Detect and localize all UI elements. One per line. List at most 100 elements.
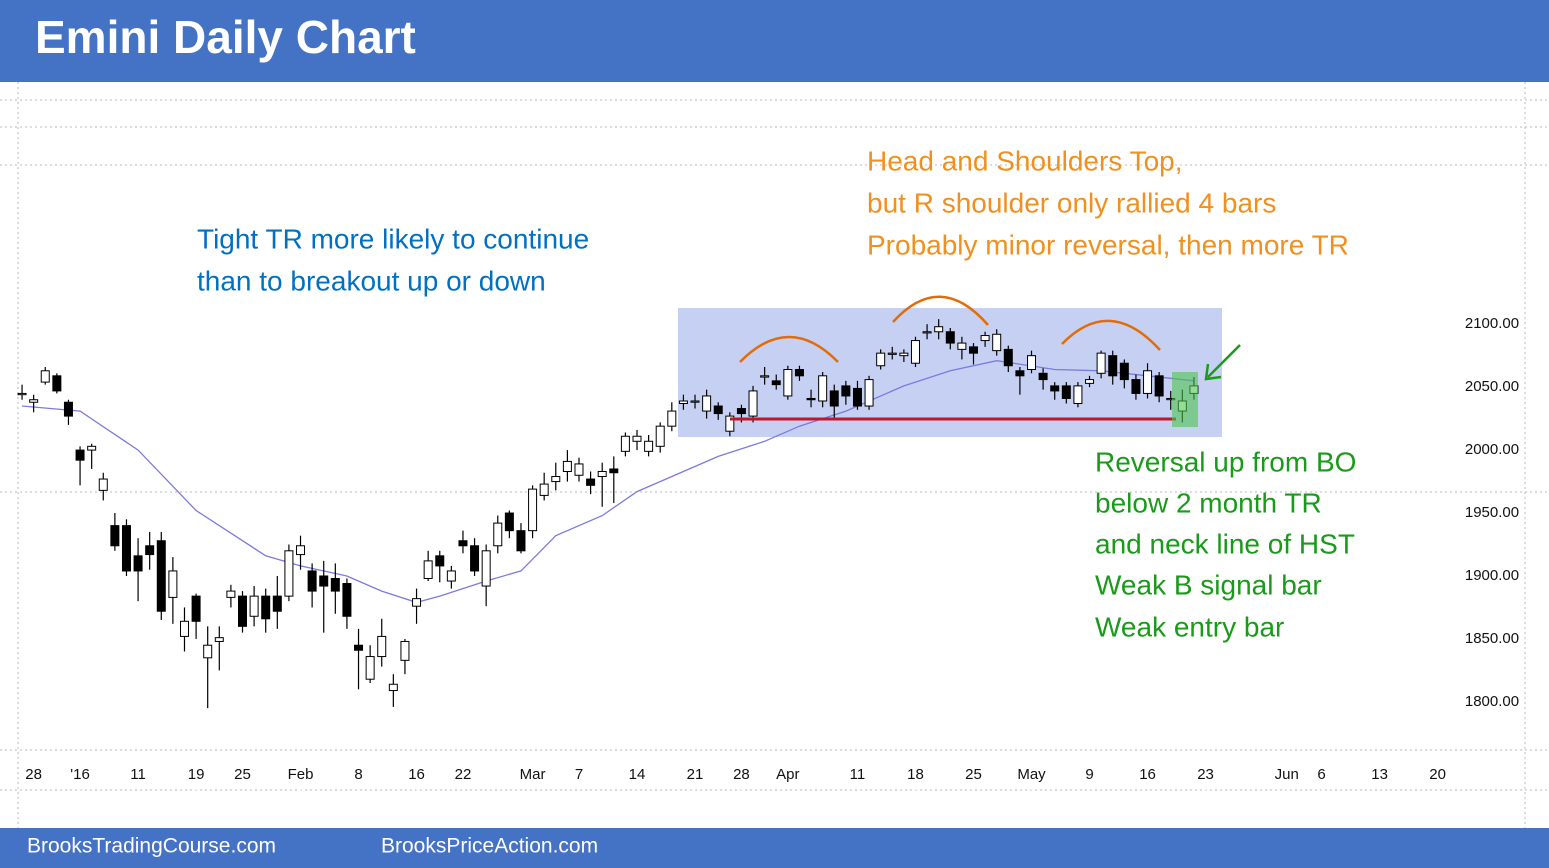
candle-body [1003,348,1013,367]
candle-body [922,331,932,334]
candle-body [261,595,271,620]
candle-body [40,370,50,383]
footer-link: BrooksPriceAction.com [381,835,598,858]
panel-borders [0,82,1549,828]
y-tick-label: 2100.00 [1465,315,1519,332]
candle-body [75,449,85,461]
x-tick-label: 21 [687,766,704,783]
x-tick-label: 14 [629,766,646,783]
y-tick-label: 1900.00 [1465,567,1519,584]
candle-body [87,445,97,451]
candle-body [377,635,387,658]
candle-body [17,392,27,396]
candle-body [980,335,990,342]
candle-body [52,375,62,392]
candle-body [296,545,306,556]
candle-body [1050,385,1060,392]
candle-body [63,401,73,417]
candle-body [702,395,712,412]
candle-body [121,525,131,572]
x-tick-label: 19 [188,766,205,783]
annotation: Head and Shoulders Top, [867,145,1183,176]
candle-body [435,555,445,567]
annotation: Probably minor reversal, then more TR [867,229,1349,260]
candle-body [272,595,282,612]
candle-body [910,340,920,364]
candle-body [736,408,746,415]
y-tick-label: 1800.00 [1465,693,1519,710]
candle-body [876,352,886,367]
candle-body [238,595,248,627]
candle-body [1038,372,1048,381]
arrow [1204,344,1241,381]
header-bar [0,0,1549,82]
candle-body [458,540,468,547]
candle-body [481,550,491,587]
candle-body [794,369,804,377]
candle-body [400,640,410,661]
candle-body [319,575,329,587]
x-tick-label: 25 [965,766,982,783]
x-tick-label: 9 [1085,766,1093,783]
signal-highlight [1172,372,1198,427]
candle-body [249,595,259,617]
x-tick-label: Mar [520,766,546,783]
candle-body [1027,355,1037,371]
plot: 2100.00 2050.00 2000.00 1950.00 1900.00 1850.… [17,315,1536,790]
x-tick-label: 25 [234,766,251,783]
x-tick-label: 11 [850,766,866,783]
candle-body [133,555,143,572]
annotation: Weak B signal bar [1095,569,1322,600]
candle-body [284,550,294,597]
candle-body [504,512,514,532]
candle-body [191,595,201,622]
candle-body [203,644,213,659]
candle-body [516,530,526,552]
candle-body [145,545,155,556]
candle-body [1119,362,1129,381]
candle-body [597,470,607,478]
x-tick-label: 28 [25,766,42,783]
x-tick-label: May [1017,766,1046,783]
candle-body [342,583,352,617]
footer-link: BrooksTradingCourse.com [27,835,276,858]
candle-body [852,387,862,407]
candle-body [1061,385,1071,399]
candle-body [783,369,793,397]
candle-body [690,400,700,403]
candle-body [957,342,967,350]
candle-body [551,476,561,483]
candle-body [829,390,839,407]
x-tick-label: 8 [354,766,362,783]
candle-body [968,346,978,354]
candle-body [992,333,1002,352]
candle-body [528,488,538,532]
candle-body [446,570,456,582]
annotation: than to breakout up or down [197,265,546,296]
candle-body [1096,352,1106,374]
x-tick-label: 20 [1429,766,1446,783]
candle-body [574,463,584,476]
candle-body [678,400,688,405]
candle-body [887,352,897,355]
candle-body [806,397,816,401]
candle-body [412,598,422,607]
x-tick-label: 28 [733,766,750,783]
annotation: but R shoulder only rallied 4 bars [867,187,1276,218]
candle-body [945,331,955,344]
x-tick-label: '16 [70,766,90,783]
candle-body [1108,355,1118,377]
candle-body [388,683,398,692]
candle-body [586,478,596,486]
x-tick-label: Apr [776,766,799,783]
annotation: Reversal up from BO [1095,446,1356,477]
candle-body [179,620,189,637]
candle-body [667,410,677,427]
x-tick-label: Jun [1275,766,1299,783]
annotation: Weak entry bar [1095,611,1284,642]
candle-body [899,352,909,357]
candle-body [748,390,758,417]
candle-body [934,326,944,333]
